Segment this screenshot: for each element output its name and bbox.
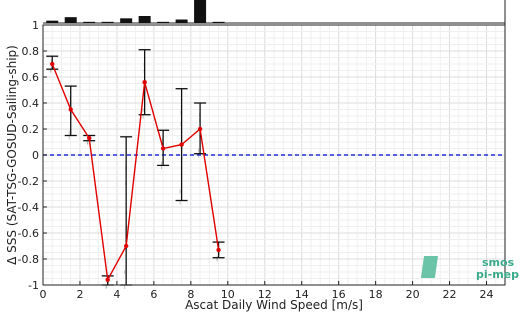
scatter-point: [68, 130, 70, 135]
histogram-bar: [212, 21, 225, 23]
series-line: [51, 63, 220, 283]
histogram-bar: [194, 0, 207, 23]
y-tick-label: 1: [32, 19, 39, 32]
x-tick-label: 4: [113, 288, 120, 301]
logo-line2: pi-mep: [476, 268, 519, 281]
scatter-point: [105, 284, 107, 289]
histogram-bar: [120, 18, 133, 23]
series-point: [68, 107, 73, 112]
scatter-point: [161, 161, 163, 166]
series-point: [216, 247, 221, 253]
plot-area: [43, 49, 505, 289]
logo: smos pi-mep: [420, 256, 519, 281]
x-tick-label: 18: [369, 288, 383, 301]
logo-mark: [420, 256, 439, 278]
histogram-bar: [101, 21, 114, 23]
y-axis-label: Δ SSS (SAT-TSG-GOSUD-Sailing-ship): [5, 45, 19, 265]
y-tick-label: 0: [32, 149, 39, 162]
y-tick-label: -0.2: [18, 175, 39, 188]
y-tick-label: -1: [28, 279, 39, 292]
series-point: [50, 61, 55, 67]
histogram-bar: [157, 21, 170, 23]
x-tick-label: 2: [76, 288, 83, 301]
scatter-point: [124, 270, 126, 275]
histogram-bar: [46, 20, 59, 23]
scatter-point: [142, 108, 144, 113]
y-tick-label: 0.8: [22, 45, 40, 58]
x-tick-label: 20: [406, 288, 420, 301]
axes: 0 2 4 6 8 10 12 14 16 18 20 22 2410.80.60.40.20-0.2-…: [5, 19, 506, 312]
x-tick-label: 12: [258, 288, 272, 301]
histogram-bar: [138, 16, 151, 23]
y-tick-label: -0.4: [18, 201, 39, 214]
scatter-point: [87, 140, 89, 145]
scatter-point: [142, 114, 144, 119]
series-point: [87, 135, 92, 141]
y-tick-label: 0.4: [22, 97, 40, 110]
x-tick-label: 0: [40, 288, 47, 301]
series-point: [179, 142, 184, 147]
x-tick-label: 24: [480, 288, 494, 301]
histogram-bar: [64, 17, 77, 23]
scatter-point: [50, 67, 52, 72]
y-tick-label: -0.6: [18, 227, 39, 240]
scatter-point: [179, 189, 181, 194]
histogram-bar: [83, 21, 96, 23]
x-tick-label: 6: [150, 288, 157, 301]
scatter-point: [161, 165, 163, 170]
histogram-bar: [175, 19, 188, 23]
series-point: [160, 146, 166, 151]
series-point: [197, 126, 203, 132]
x-tick-label: 16: [332, 288, 346, 301]
scatter-point: [68, 135, 70, 140]
x-axis-label: Ascat Daily Wind Speed [m/s]: [185, 298, 363, 312]
series-point: [142, 80, 147, 85]
x-tick-label: 10: [221, 288, 235, 301]
logo-line1: smos: [482, 256, 515, 269]
scatter-point: [179, 200, 181, 205]
series-point: [123, 243, 129, 249]
y-tick-label: 0.2: [22, 123, 40, 136]
y-tick-label: 0.6: [22, 71, 40, 84]
x-tick-label: 22: [443, 288, 457, 301]
scatter-point: [198, 148, 200, 153]
x-tick-label: 8: [187, 288, 194, 301]
y-tick-label: -0.8: [18, 253, 39, 266]
series-point: [105, 277, 110, 282]
x-tick-label: 14: [295, 288, 309, 301]
scatter-point: [124, 285, 126, 289]
